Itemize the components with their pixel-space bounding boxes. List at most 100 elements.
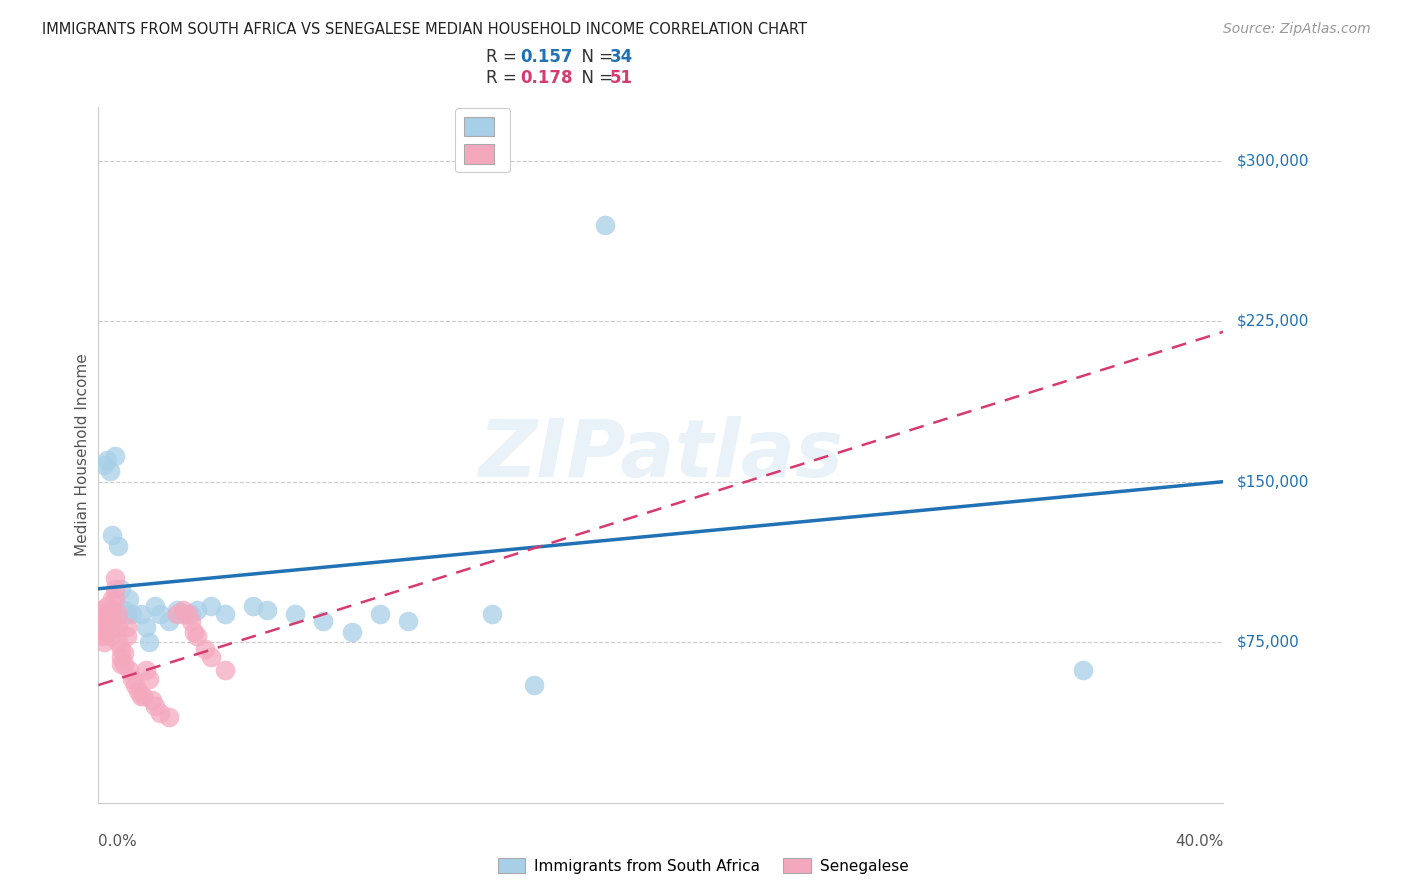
Text: ZIPatlas: ZIPatlas — [478, 416, 844, 494]
Point — [166, 607, 188, 622]
Point — [157, 614, 180, 628]
Point — [90, 607, 112, 622]
Point — [110, 657, 132, 671]
Point — [138, 672, 160, 686]
Text: N =: N = — [571, 48, 619, 66]
Text: N =: N = — [571, 69, 619, 87]
Point — [157, 710, 180, 724]
Point — [121, 607, 143, 622]
Point — [186, 603, 208, 617]
Text: $300,000: $300,000 — [1237, 153, 1309, 168]
Point — [180, 607, 202, 622]
Text: R =: R = — [486, 69, 523, 87]
Point — [98, 620, 121, 634]
Point — [115, 607, 138, 622]
Point — [93, 458, 115, 472]
Text: 40.0%: 40.0% — [1175, 834, 1223, 849]
Point — [115, 629, 138, 643]
Legend: Immigrants from South Africa, Senegalese: Immigrants from South Africa, Senegalese — [491, 852, 915, 880]
Point — [104, 449, 127, 463]
Point — [110, 650, 132, 665]
Point — [135, 663, 157, 677]
Point — [118, 663, 141, 677]
Point — [143, 599, 166, 613]
Point — [107, 635, 129, 649]
Point — [340, 624, 363, 639]
Point — [1071, 663, 1094, 677]
Text: IMMIGRANTS FROM SOUTH AFRICA VS SENEGALESE MEDIAN HOUSEHOLD INCOME CORRELATION C: IMMIGRANTS FROM SOUTH AFRICA VS SENEGALE… — [42, 22, 807, 37]
Text: 0.157: 0.157 — [520, 48, 572, 66]
Point — [96, 599, 118, 613]
Text: 0.0%: 0.0% — [98, 834, 138, 849]
Point — [172, 607, 194, 622]
Point — [180, 614, 202, 628]
Point — [107, 607, 129, 622]
Point — [200, 650, 222, 665]
Point — [93, 614, 115, 628]
Point — [200, 599, 222, 613]
Point — [141, 693, 163, 707]
Text: $225,000: $225,000 — [1237, 314, 1309, 328]
Point — [135, 620, 157, 634]
Point — [98, 607, 121, 622]
Point — [149, 607, 172, 622]
Point — [129, 689, 152, 703]
Point — [110, 641, 132, 656]
Point — [101, 603, 124, 617]
Text: Source: ZipAtlas.com: Source: ZipAtlas.com — [1223, 22, 1371, 37]
Point — [90, 620, 112, 634]
Point — [96, 624, 118, 639]
Point — [90, 603, 112, 617]
Text: 0.178: 0.178 — [520, 69, 572, 87]
Point — [93, 624, 115, 639]
Legend: , : , — [456, 109, 510, 172]
Point — [132, 689, 155, 703]
Point — [284, 607, 307, 622]
Text: 34: 34 — [610, 48, 634, 66]
Point — [110, 582, 132, 596]
Point — [101, 614, 124, 628]
Point — [98, 629, 121, 643]
Text: R =: R = — [486, 48, 523, 66]
Point — [96, 607, 118, 622]
Point — [98, 464, 121, 478]
Point — [107, 539, 129, 553]
Point — [256, 603, 278, 617]
Point — [101, 528, 124, 542]
Point — [149, 706, 172, 720]
Point — [214, 663, 236, 677]
Text: $75,000: $75,000 — [1237, 635, 1301, 649]
Point — [194, 641, 217, 656]
Point — [138, 635, 160, 649]
Point — [129, 607, 152, 622]
Y-axis label: Median Household Income: Median Household Income — [75, 353, 90, 557]
Point — [96, 614, 118, 628]
Point — [101, 592, 124, 607]
Point — [166, 603, 188, 617]
Point — [396, 614, 419, 628]
Point — [481, 607, 503, 622]
Point — [242, 599, 264, 613]
Point — [90, 629, 112, 643]
Point — [214, 607, 236, 622]
Point — [368, 607, 391, 622]
Point — [183, 624, 205, 639]
Point — [93, 635, 115, 649]
Point — [186, 629, 208, 643]
Text: $150,000: $150,000 — [1237, 475, 1309, 489]
Point — [104, 592, 127, 607]
Point — [107, 620, 129, 634]
Point — [127, 684, 149, 698]
Point — [124, 678, 146, 692]
Point — [121, 672, 143, 686]
Point — [112, 657, 135, 671]
Point — [177, 607, 200, 622]
Point — [104, 571, 127, 585]
Point — [172, 603, 194, 617]
Point — [118, 592, 141, 607]
Point — [112, 646, 135, 660]
Point — [104, 582, 127, 596]
Text: 51: 51 — [610, 69, 633, 87]
Point — [143, 699, 166, 714]
Point — [96, 453, 118, 467]
